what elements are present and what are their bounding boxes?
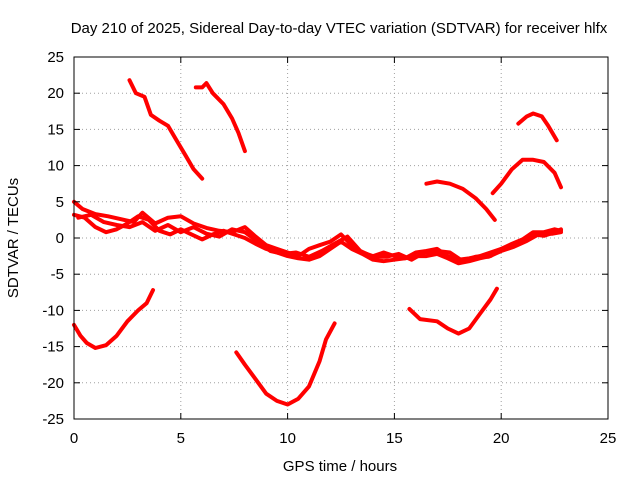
series-line-arc-1 (127, 78, 205, 181)
series-line-arc-6 (424, 179, 497, 222)
y-tick-label: -25 (42, 411, 64, 428)
x-axis-ticks: 0 5 10 15 20 25 (70, 57, 617, 447)
y-tick-label: -10 (42, 302, 64, 319)
grid-lines (74, 57, 608, 419)
x-tick-label: 0 (70, 430, 78, 447)
chart-title: Day 210 of 2025, Sidereal Day-to-day VTE… (71, 20, 608, 37)
series-line-arc-4 (234, 321, 337, 407)
y-axis-ticks: -25 -20 -15 -10 -5 0 5 10 15 20 25 (42, 49, 608, 428)
y-tick-label: -5 (51, 266, 64, 283)
y-tick-label: -15 (42, 339, 64, 356)
series-line-arc-11 (76, 212, 563, 264)
x-axis-label: GPS time / hours (283, 458, 397, 475)
x-tick-label: 20 (493, 430, 510, 447)
y-tick-label: 5 (56, 194, 64, 211)
y-tick-label: -20 (42, 375, 64, 392)
y-tick-label: 0 (56, 230, 64, 247)
series-line-arc-2 (193, 81, 247, 154)
series-line-arc-5 (407, 286, 499, 336)
x-tick-label: 15 (386, 430, 403, 447)
y-tick-label: 20 (47, 85, 64, 102)
series-line-arc-7 (490, 157, 563, 196)
x-tick-label: 5 (177, 430, 185, 447)
y-tick-label: 15 (47, 121, 64, 138)
y-tick-label: 10 (47, 158, 64, 175)
series-line-arc-8 (516, 111, 559, 143)
x-tick-label: 10 (279, 430, 296, 447)
y-axis-label: SDTVAR / TECUs (5, 178, 22, 298)
series-line-arc-3 (72, 288, 155, 350)
series-group (72, 78, 563, 407)
x-tick-label: 25 (600, 430, 617, 447)
y-tick-label: 25 (47, 49, 64, 66)
series-line-arc-9 (72, 199, 563, 262)
